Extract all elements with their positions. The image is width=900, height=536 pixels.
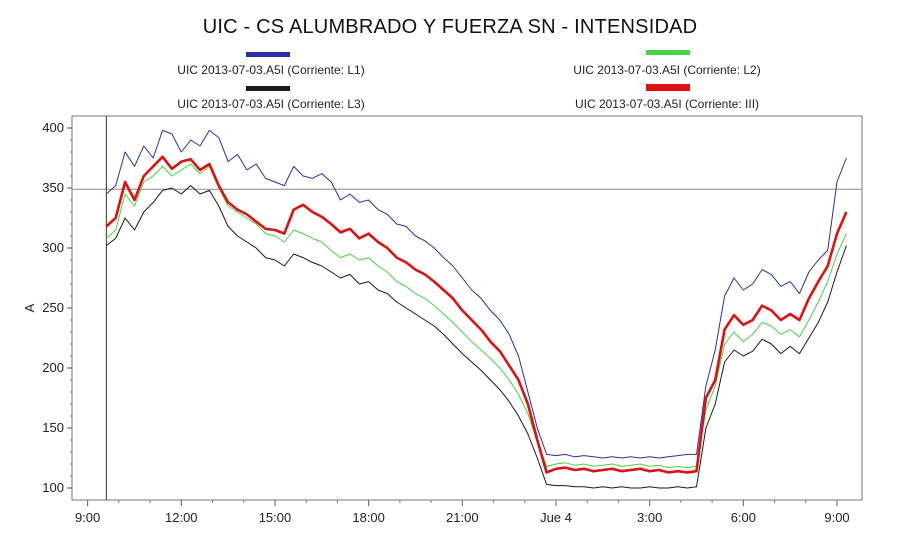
series-line-0 xyxy=(105,129,847,459)
legend-swatch-l2 xyxy=(646,50,690,55)
y-tick-label: 350 xyxy=(42,180,64,195)
y-axis-label: A xyxy=(22,303,37,312)
series-group xyxy=(105,129,848,489)
x-tick-label: 15:00 xyxy=(259,510,292,525)
y-tick-label: 150 xyxy=(42,420,64,435)
x-tick-label: 6:00 xyxy=(731,510,756,525)
y-tick-label: 250 xyxy=(42,300,64,315)
x-tick-label: 21:00 xyxy=(446,510,479,525)
legend-swatch-l3 xyxy=(246,86,290,91)
legend-label-iii: UIC 2013-07-03.A5I (Corriente: III) xyxy=(574,97,760,111)
x-tick-label: 9:00 xyxy=(824,510,849,525)
x-tick-label: 3:00 xyxy=(637,510,662,525)
axes-group: 100 150 200 250 300 350 400 9:00 12:00 15:00 18:00… xyxy=(22,115,863,525)
chart-title: UIC - CS ALUMBRADO Y FUERZA SN - INTENSI… xyxy=(202,16,698,38)
legend-label-l3: UIC 2013-07-03.A5I (Corriente: L3) xyxy=(177,97,365,111)
y-tick-label: 200 xyxy=(42,360,64,375)
legend-label-l1: UIC 2013-07-03.A5I (Corriente: L1) xyxy=(177,63,365,77)
x-tick-label: 18:00 xyxy=(352,510,385,525)
series-line-2 xyxy=(105,185,847,489)
x-tick-label: 12:00 xyxy=(165,510,198,525)
x-tick-label: Jue 4 xyxy=(540,510,572,525)
x-tick-label: 9:00 xyxy=(75,510,100,525)
legend-swatch-l1 xyxy=(246,52,290,57)
y-tick-label: 100 xyxy=(42,480,64,495)
series-line-3 xyxy=(105,155,848,474)
legend-swatch-iii xyxy=(646,84,690,91)
plot-frame xyxy=(71,115,863,501)
y-tick-label: 400 xyxy=(42,120,64,135)
y-tick-label: 300 xyxy=(42,240,64,255)
legend-label-l2: UIC 2013-07-03.A5I (Corriente: L2) xyxy=(573,63,761,77)
series-line-1 xyxy=(105,163,847,469)
